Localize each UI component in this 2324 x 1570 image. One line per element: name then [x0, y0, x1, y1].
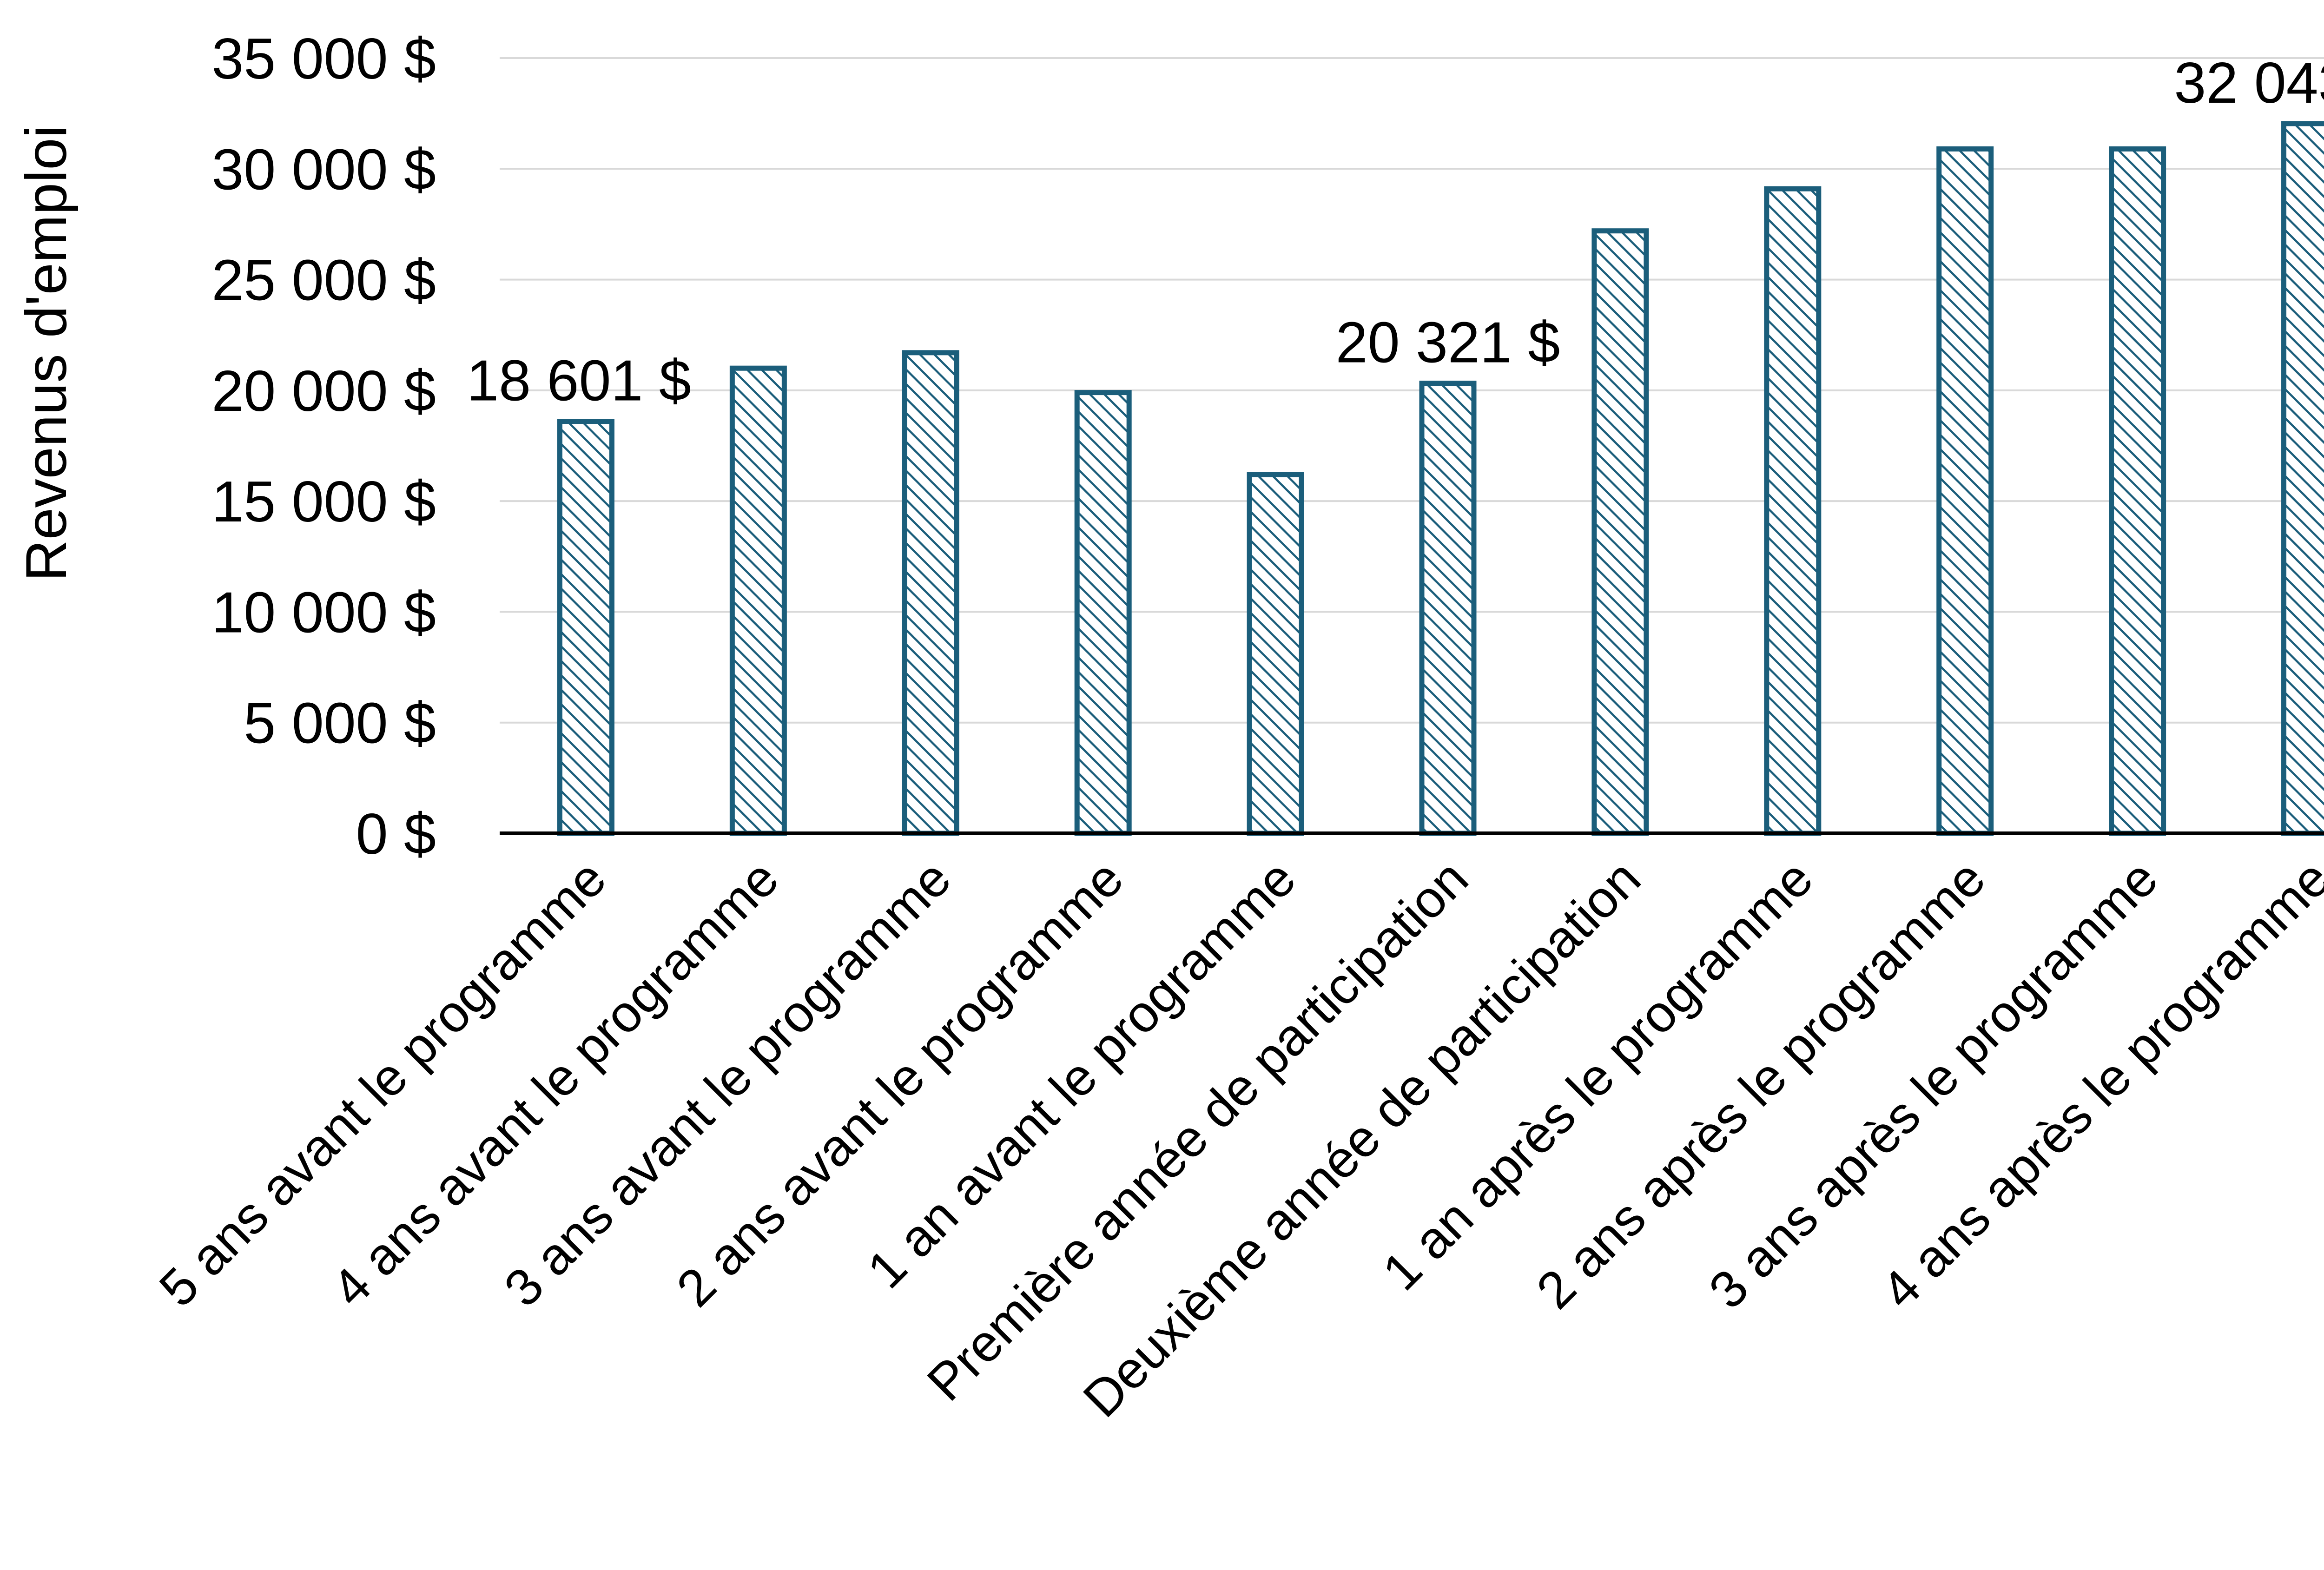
bar [1936, 146, 1994, 836]
y-tick-label: 25 000 $ [211, 249, 436, 313]
y-tick-label: 10 000 $ [211, 581, 436, 645]
data-label: 18 601 $ [467, 349, 691, 413]
bar [1074, 390, 1132, 836]
bars [557, 121, 2324, 836]
data-labels: 18 601 $ 20 321 $ 32 043 $ [467, 51, 2324, 413]
bar [2281, 121, 2324, 836]
y-tick-label: 20 000 $ [211, 359, 436, 423]
data-label: 20 321 $ [1336, 311, 1560, 375]
y-axis-title: Revenus d'emploi [14, 125, 79, 581]
y-tick-label: 5 000 $ [244, 692, 436, 756]
y-tick-label: 35 000 $ [211, 27, 436, 91]
bar [729, 365, 787, 836]
data-label: 32 043 $ [2174, 51, 2324, 115]
y-tick-label: 0 $ [356, 802, 436, 866]
bar [1419, 381, 1477, 836]
y-tick-labels: 0 $ 5 000 $ 10 000 $ 15 000 $ 20 000 $ 25 000… [211, 27, 436, 866]
bar [1247, 472, 1304, 836]
bar [902, 350, 959, 836]
bar [557, 419, 614, 836]
y-tick-label: 30 000 $ [211, 138, 436, 202]
bar [2109, 146, 2166, 836]
bar [1764, 186, 1822, 836]
y-tick-label: 15 000 $ [211, 470, 436, 534]
bar [1591, 228, 1649, 836]
